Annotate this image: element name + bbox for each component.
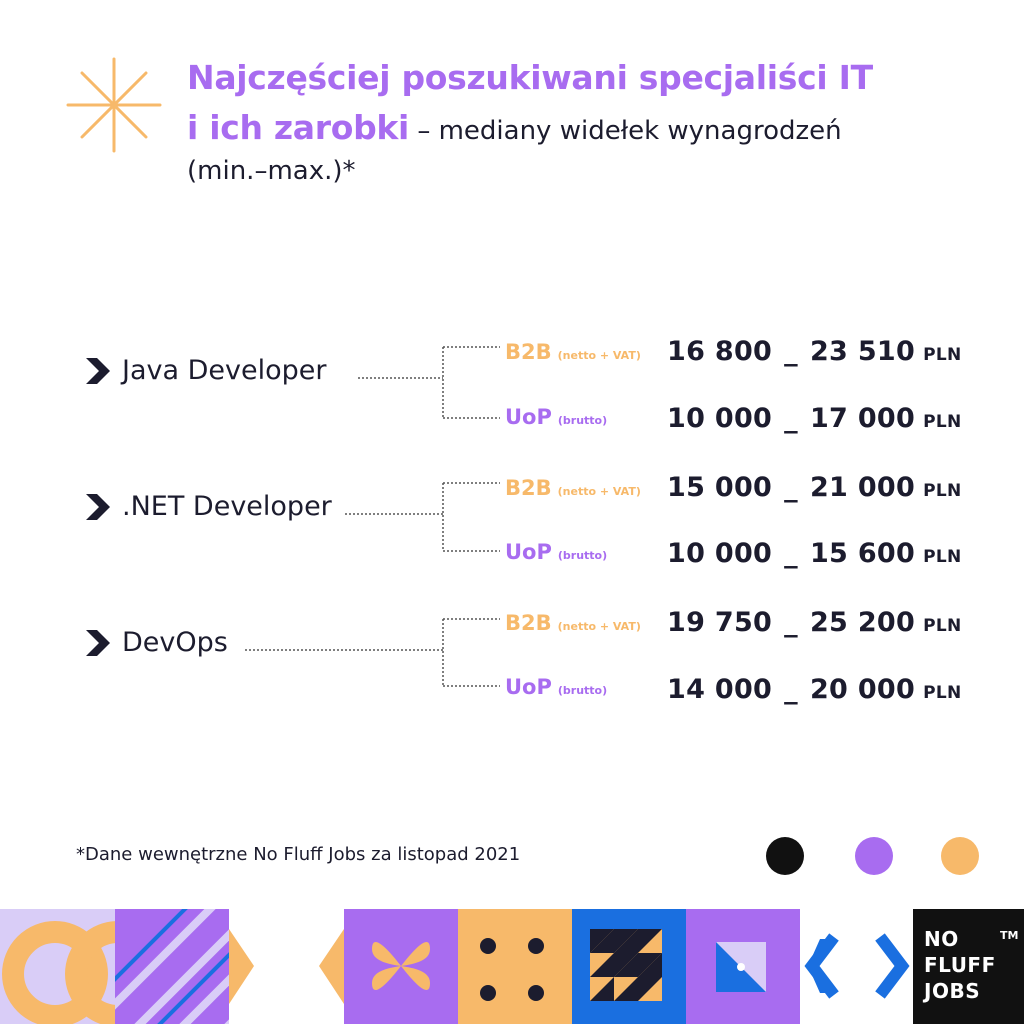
salary-max: 17 000 bbox=[809, 403, 916, 434]
range-separator: _ bbox=[784, 674, 798, 705]
page-title: Najczęściej poszukiwani specjaliści IT bbox=[187, 58, 873, 97]
black-dot bbox=[766, 837, 804, 875]
salary-range: 16 800 _ 23 510 PLN bbox=[667, 336, 962, 367]
salary-max: 25 200 bbox=[809, 607, 916, 638]
contract-type: UoP bbox=[505, 405, 552, 429]
chevron-right-icon bbox=[86, 493, 110, 520]
contract-b2b: B2B (netto + VAT) bbox=[505, 340, 641, 364]
role-devops: DevOps bbox=[86, 627, 228, 658]
page-subtitle: i ich zarobki – mediany widełek wynagrod… bbox=[187, 108, 842, 147]
salary-min: 19 750 bbox=[667, 607, 773, 638]
salary-max: 15 600 bbox=[809, 538, 916, 569]
currency: PLN bbox=[923, 345, 962, 365]
logo: NO FLUFF JOBS bbox=[924, 927, 996, 1003]
range-separator: _ bbox=[784, 336, 798, 367]
purple-dot bbox=[855, 837, 893, 875]
contract-note: (brutto) bbox=[557, 684, 608, 697]
contract-uop: UoP (brutto) bbox=[505, 675, 607, 699]
chevron-right-icon bbox=[86, 629, 110, 656]
role-java: Java Developer bbox=[86, 355, 326, 386]
orange-dot bbox=[941, 837, 979, 875]
currency: PLN bbox=[923, 616, 962, 636]
logo-background bbox=[913, 909, 1024, 1024]
contract-b2b: B2B (netto + VAT) bbox=[505, 476, 641, 500]
salary-min: 10 000 bbox=[667, 538, 773, 569]
contract-type: UoP bbox=[505, 540, 552, 564]
salary-range: 10 000 _ 15 600 PLN bbox=[667, 538, 962, 569]
currency: PLN bbox=[923, 547, 962, 567]
title-range-note: (min.–max.)* bbox=[187, 156, 356, 186]
logo-trademark: TM bbox=[1000, 929, 1019, 942]
contract-uop: UoP (brutto) bbox=[505, 540, 607, 564]
title-emphasis: i ich zarobki bbox=[187, 108, 410, 147]
chevron-right-icon bbox=[86, 357, 110, 384]
contract-type: B2B bbox=[505, 476, 552, 500]
salary-range: 15 000 _ 21 000 PLN bbox=[667, 472, 962, 503]
role-label: .NET Developer bbox=[122, 491, 332, 522]
footnote: *Dane wewnętrzne No Fluff Jobs za listop… bbox=[76, 844, 521, 865]
role-label: Java Developer bbox=[122, 355, 327, 386]
role-label: DevOps bbox=[122, 627, 228, 658]
range-separator: _ bbox=[784, 538, 798, 569]
contract-note: (brutto) bbox=[557, 414, 608, 427]
salary-min: 10 000 bbox=[667, 403, 773, 434]
salary-max: 23 510 bbox=[809, 336, 916, 367]
contract-b2b: B2B (netto + VAT) bbox=[505, 611, 641, 635]
currency: PLN bbox=[923, 481, 962, 501]
contract-note: (brutto) bbox=[557, 549, 608, 562]
salary-min: 15 000 bbox=[667, 472, 773, 503]
salary-range: 19 750 _ 25 200 PLN bbox=[667, 607, 962, 638]
contract-note: (netto + VAT) bbox=[557, 485, 641, 498]
salary-range: 10 000 _ 17 000 PLN bbox=[667, 403, 962, 434]
title-rest: – mediany widełek wynagrodzeń bbox=[409, 116, 842, 146]
range-separator: _ bbox=[784, 403, 798, 434]
currency: PLN bbox=[923, 683, 962, 703]
range-separator: _ bbox=[784, 472, 798, 503]
contract-uop: UoP (brutto) bbox=[505, 405, 607, 429]
salary-range: 14 000 _ 20 000 PLN bbox=[667, 674, 962, 705]
salary-max: 21 000 bbox=[809, 472, 916, 503]
contract-type: B2B bbox=[505, 340, 552, 364]
salary-max: 20 000 bbox=[809, 674, 916, 705]
range-separator: _ bbox=[784, 607, 798, 638]
sparkle-icon bbox=[66, 57, 162, 153]
salary-min: 16 800 bbox=[667, 336, 773, 367]
salary-min: 14 000 bbox=[667, 674, 773, 705]
contract-type: UoP bbox=[505, 675, 552, 699]
currency: PLN bbox=[923, 412, 962, 432]
decorative-pattern-strip bbox=[0, 909, 910, 1024]
contract-note: (netto + VAT) bbox=[557, 620, 641, 633]
contract-note: (netto + VAT) bbox=[557, 349, 641, 362]
role-dotnet: .NET Developer bbox=[86, 491, 332, 522]
contract-type: B2B bbox=[505, 611, 552, 635]
